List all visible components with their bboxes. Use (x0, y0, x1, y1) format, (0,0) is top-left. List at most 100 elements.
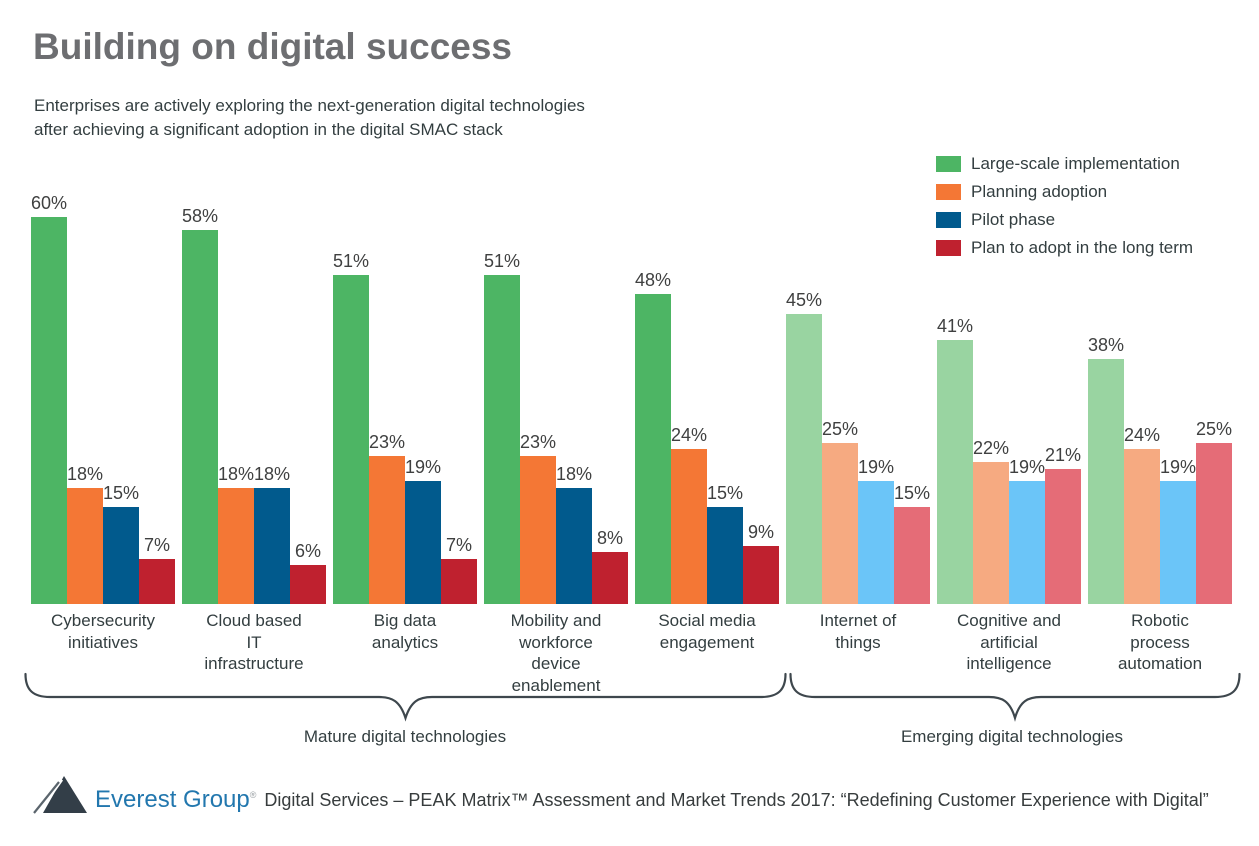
category-label: Cybersecurity initiatives (51, 611, 155, 652)
bar-value-label: 23% (368, 431, 406, 452)
bar-group-big-data-analytics: 51% 23% 19% 7% Big data analytics (333, 170, 477, 652)
emerging-section-label: Emerging digital technologies (900, 727, 1124, 746)
category-label: Robotic process automation (1117, 611, 1203, 674)
bar-value-label: 38% (1087, 334, 1125, 355)
bar-column: 7% (139, 535, 175, 604)
bar-column: 41% (937, 316, 973, 604)
bar-planning-adoption (1124, 449, 1160, 604)
bar-column: 60% (31, 193, 67, 604)
bar-planning-adoption (671, 449, 707, 604)
bar-value-label: 8% (596, 528, 623, 549)
legend-swatch-icon (936, 240, 961, 256)
bar-planning-adoption (520, 455, 556, 604)
bar-value-label: 15% (102, 483, 140, 504)
bar-column: 24% (671, 425, 707, 604)
bar-column: 7% (441, 535, 477, 604)
legend: Large-scale implementation Planning adopt… (936, 150, 1193, 262)
category-label: Internet of things (819, 611, 897, 652)
legend-label: Large-scale implementation (971, 154, 1180, 173)
bar-value-label: 25% (821, 418, 859, 439)
category-label: Social media engagement (658, 611, 756, 652)
bar-value-label: 19% (404, 457, 442, 478)
bar-column: 15% (707, 483, 743, 604)
bar-pilot-phase (556, 487, 592, 604)
bar-plan-to-adopt-in-the-long-term (592, 552, 628, 604)
page-title: Building on digital success (33, 26, 513, 67)
mountain-peak-icon (33, 776, 87, 815)
bar-column: 19% (1009, 457, 1045, 604)
bar-column: 18% (218, 464, 254, 604)
bar-column: 51% (333, 251, 369, 604)
bar-value-label: 18% (217, 463, 255, 484)
bar-column: 19% (1160, 457, 1196, 604)
category-label: Mobility and workforce device enablement (510, 611, 602, 695)
bar-column: 58% (182, 206, 218, 604)
bar-value-label: 19% (1159, 457, 1197, 478)
subtitle: Enterprises are actively exploring the n… (34, 96, 585, 140)
bar-column: 24% (1124, 425, 1160, 604)
bar-column: 48% (635, 270, 671, 604)
bar-group-cognitive-and-artificial-intelligence: 41% 22% 19% 21% Cognitive and artificial int… (937, 170, 1082, 674)
footer: Everest Group® Digital Services – PEAK M… (31, 766, 1209, 818)
bar-column: 15% (894, 483, 930, 604)
bar-column: 6% (290, 541, 326, 604)
bar-pilot-phase (254, 487, 290, 604)
bar-column: 19% (858, 457, 894, 604)
bar-value-label: 24% (1123, 425, 1161, 446)
bar-plan-to-adopt-in-the-long-term (1196, 442, 1232, 604)
bar-column: 51% (484, 251, 520, 604)
bar-plan-to-adopt-in-the-long-term (894, 507, 930, 604)
legend-label: Plan to adopt in the long term (971, 238, 1194, 257)
bar-value-label: 51% (483, 251, 521, 272)
legend-label: Pilot phase (971, 210, 1056, 229)
bar-large-scale-implementation (786, 313, 822, 604)
bar-value-label: 18% (66, 463, 104, 484)
bar-pilot-phase (858, 481, 894, 604)
bar-group-cybersecurity-initiatives: 60% 18% 15% 7% Cybersecurity initiatives (31, 170, 175, 652)
bar-value-label: 21% (1044, 444, 1082, 465)
bar-value-label: 7% (445, 534, 472, 555)
category-label: Cloud based IT infrastructure (204, 611, 304, 674)
bar-column: 18% (254, 464, 290, 604)
bar-large-scale-implementation (182, 229, 218, 604)
bar-value-label: 48% (634, 270, 672, 291)
mature-brace-icon (24, 672, 787, 722)
bar-plan-to-adopt-in-the-long-term (441, 558, 477, 604)
bar-planning-adoption (822, 442, 858, 604)
bar-value-label: 24% (670, 425, 708, 446)
bar-value-label: 41% (936, 315, 974, 336)
bar-group-robotic-process-automation: 38% 24% 19% 25% Robotic process automation (1087, 170, 1233, 673)
bar-value-label: 7% (143, 534, 170, 555)
legend-swatch-icon (936, 156, 961, 172)
footer-source-text: Digital Services – PEAK Matrix™ Assessme… (264, 790, 1209, 810)
bar-value-label: 18% (253, 463, 291, 484)
bar-pilot-phase (1009, 481, 1045, 604)
bar-large-scale-implementation (1088, 358, 1124, 604)
bar-column: 9% (743, 522, 779, 604)
bar-value-label: 15% (706, 483, 744, 504)
bar-group-social-media-engagement: 48% 24% 15% 9% Social media engagement (635, 170, 779, 652)
bar-value-label: 58% (181, 205, 219, 226)
bar-pilot-phase (707, 507, 743, 604)
bar-large-scale-implementation (333, 275, 369, 604)
bar-pilot-phase (103, 507, 139, 604)
bar-value-label: 25% (1195, 418, 1233, 439)
bar-plan-to-adopt-in-the-long-term (1045, 468, 1081, 604)
mature-section-label: Mature digital technologies (303, 727, 507, 746)
bar-column: 25% (822, 419, 858, 604)
bar-column: 8% (592, 528, 628, 604)
bar-column: 18% (67, 464, 103, 604)
bar-value-label: 6% (294, 541, 321, 562)
bar-pilot-phase (1160, 481, 1196, 604)
bar-large-scale-implementation (635, 294, 671, 604)
bar-plan-to-adopt-in-the-long-term (139, 558, 175, 604)
bar-large-scale-implementation (31, 217, 67, 604)
bar-large-scale-implementation (484, 275, 520, 604)
bar-planning-adoption (218, 487, 254, 604)
bar-group-internet-of-things: 45% 25% 19% 15% Internet of things (786, 170, 930, 652)
bar-column: 18% (556, 464, 592, 604)
bar-plan-to-adopt-in-the-long-term (743, 545, 779, 604)
registered-mark: ® (249, 790, 257, 800)
